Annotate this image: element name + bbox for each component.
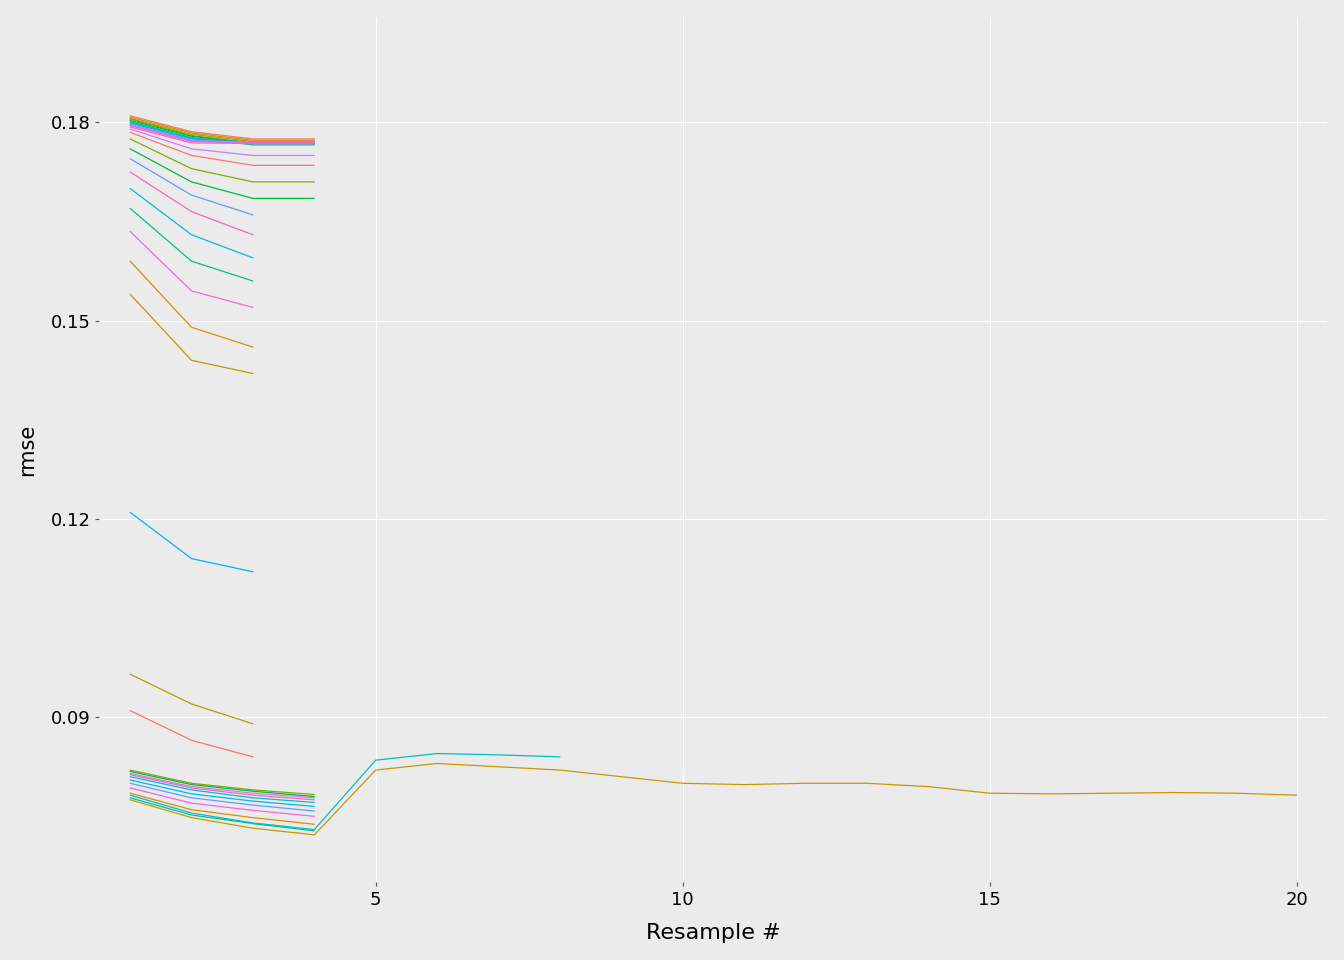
X-axis label: Resample #: Resample # <box>646 924 781 944</box>
Y-axis label: rmse: rmse <box>16 423 36 475</box>
